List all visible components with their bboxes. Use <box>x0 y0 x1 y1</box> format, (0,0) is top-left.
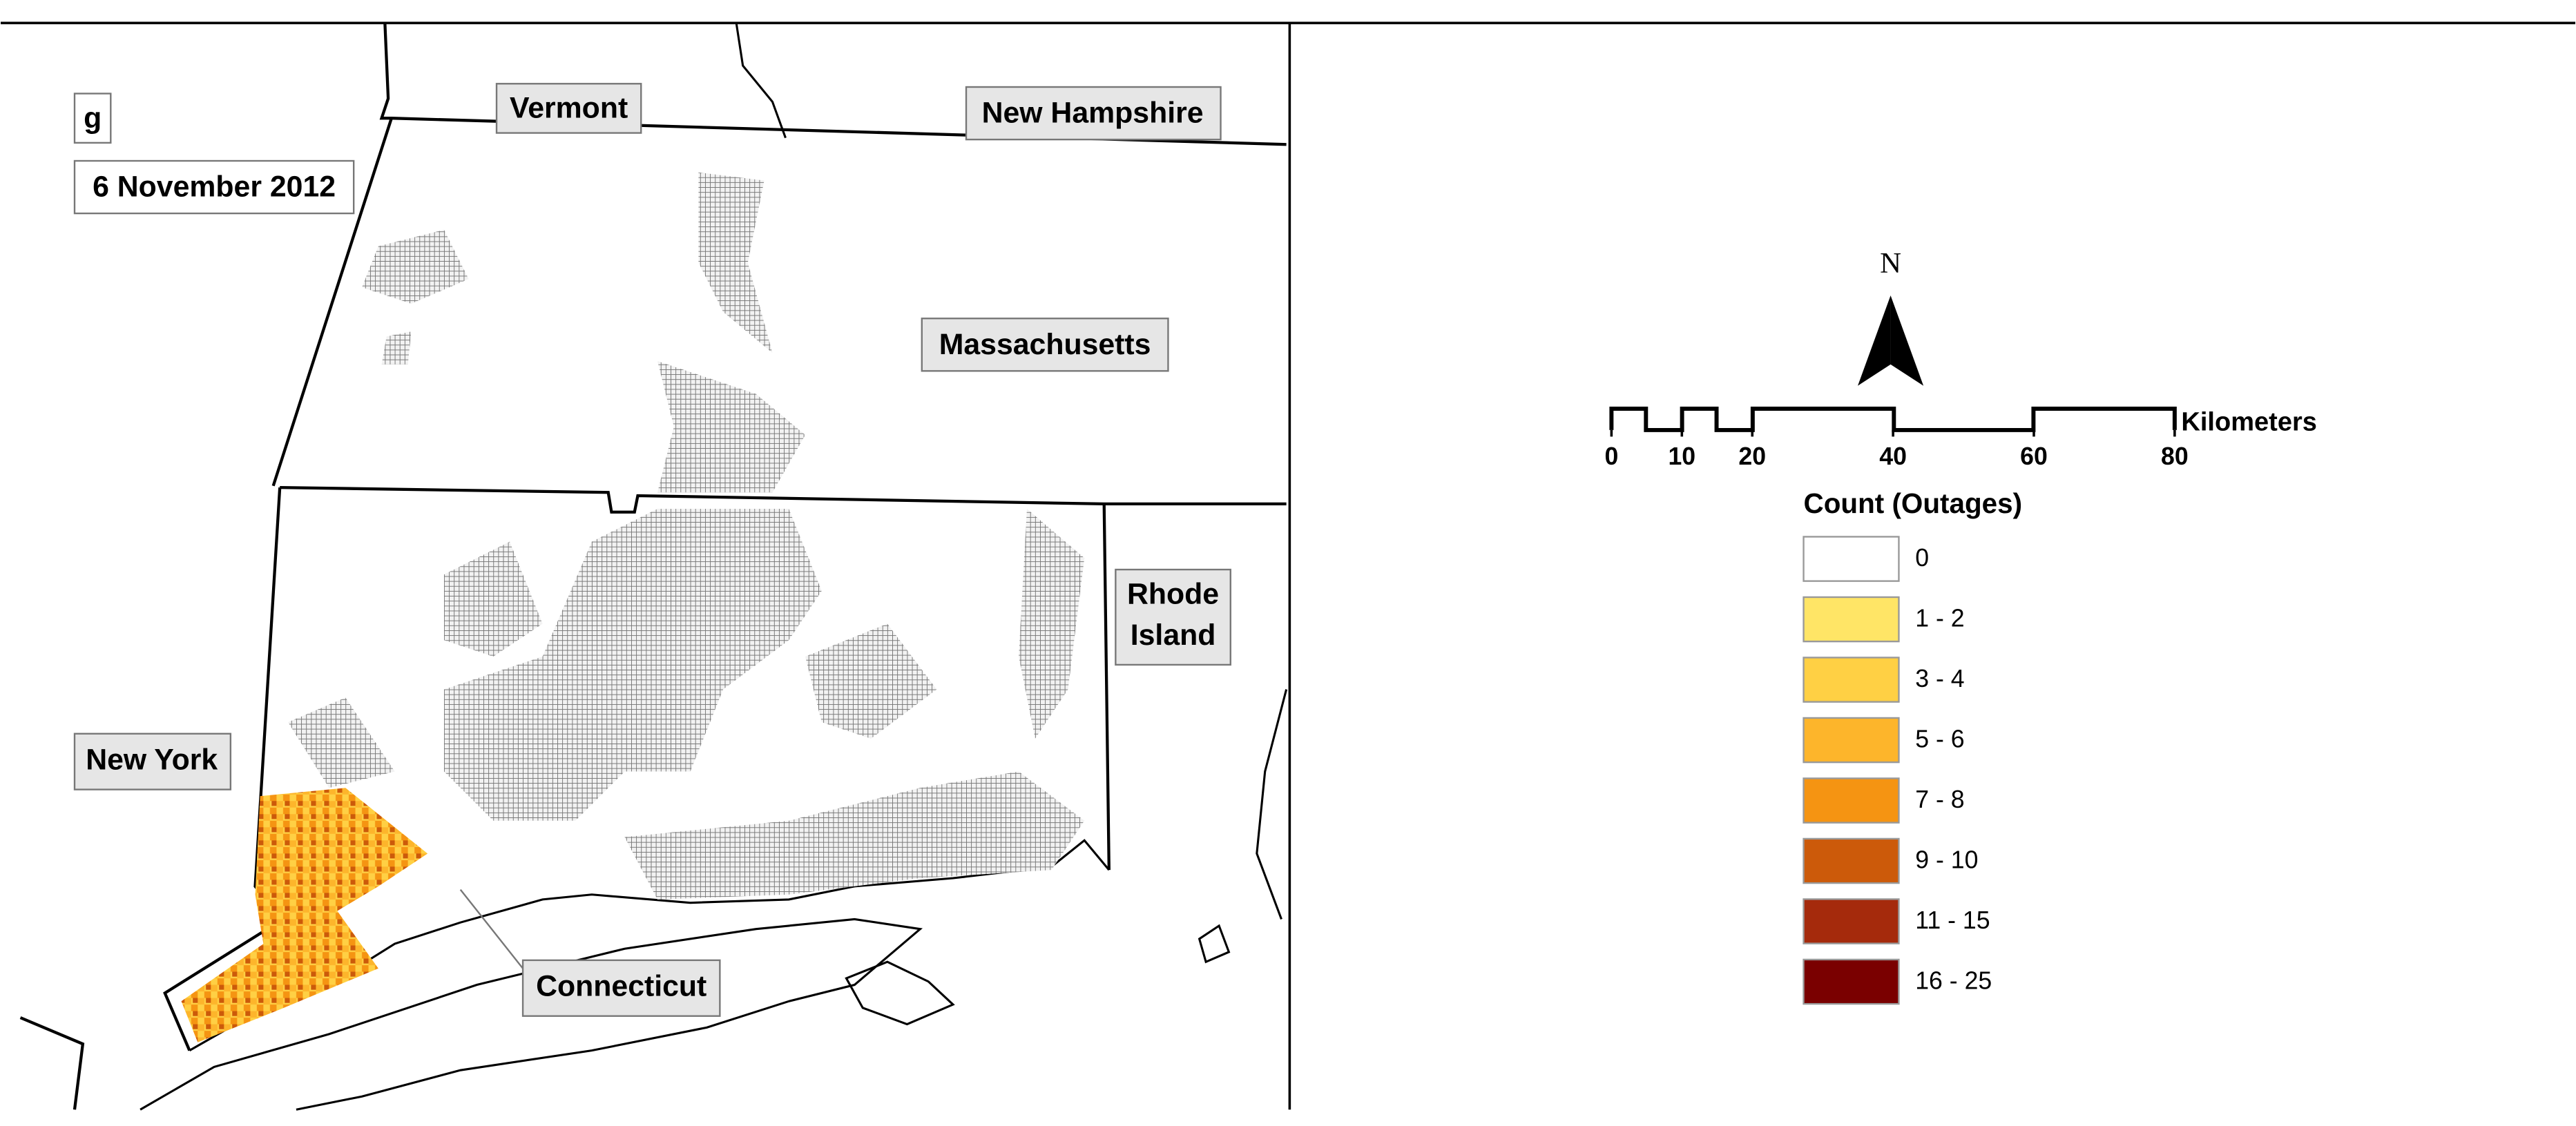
scale-tick-label: 0 <box>1604 443 1618 470</box>
legend-label: 7 - 8 <box>1915 786 1964 813</box>
legend-label: 11 - 15 <box>1915 906 1990 934</box>
scale-tick-label: 60 <box>2020 443 2048 470</box>
scale-tick-label: 40 <box>1879 443 1907 470</box>
scale-unit: Kilometers <box>2181 407 2317 436</box>
scale-tick-label: 20 <box>1738 443 1766 470</box>
legend-swatch <box>1803 837 1900 884</box>
legend-swatch <box>1803 717 1900 764</box>
legend-swatch <box>1803 898 1900 944</box>
scale-tick-label: 80 <box>2161 443 2189 470</box>
legend-swatch <box>1803 777 1900 824</box>
state-label: Rhode <box>1127 577 1219 610</box>
state-label: Vermont <box>510 92 628 125</box>
grid-cells <box>288 172 1085 900</box>
legend-label: 0 <box>1915 544 1929 572</box>
legend-label: 5 - 6 <box>1915 726 1964 753</box>
legend-label: 9 - 10 <box>1915 846 1978 874</box>
north-arrow <box>1858 295 1891 386</box>
north-arrow <box>1890 295 1924 386</box>
panel-letter: g <box>84 101 102 135</box>
panel-date: 6 November 2012 <box>93 171 336 204</box>
scale-tick-label: 10 <box>1668 443 1695 470</box>
state-label: Island <box>1131 619 1216 652</box>
legend-label: 1 - 2 <box>1915 605 1964 632</box>
legend-swatch <box>1803 958 1900 1005</box>
legend-swatch <box>1803 657 1900 703</box>
legend-title: Count (Outages) <box>1804 487 2022 519</box>
state-label: New York <box>86 743 218 776</box>
north-label: N <box>1880 247 1901 280</box>
legend-swatch <box>1803 596 1900 643</box>
state-label: Connecticut <box>536 970 707 1003</box>
state-label: New Hampshire <box>982 97 1204 130</box>
state-label: Massachusetts <box>939 328 1151 361</box>
outage-cells <box>181 788 428 1042</box>
legend-swatch <box>1803 536 1900 582</box>
legend-label: 16 - 25 <box>1915 967 1992 995</box>
label-boxes <box>73 83 1231 1017</box>
state-borders <box>19 23 1288 1111</box>
scale-bar <box>1609 407 2177 432</box>
legend-label: 3 - 4 <box>1915 665 1964 692</box>
